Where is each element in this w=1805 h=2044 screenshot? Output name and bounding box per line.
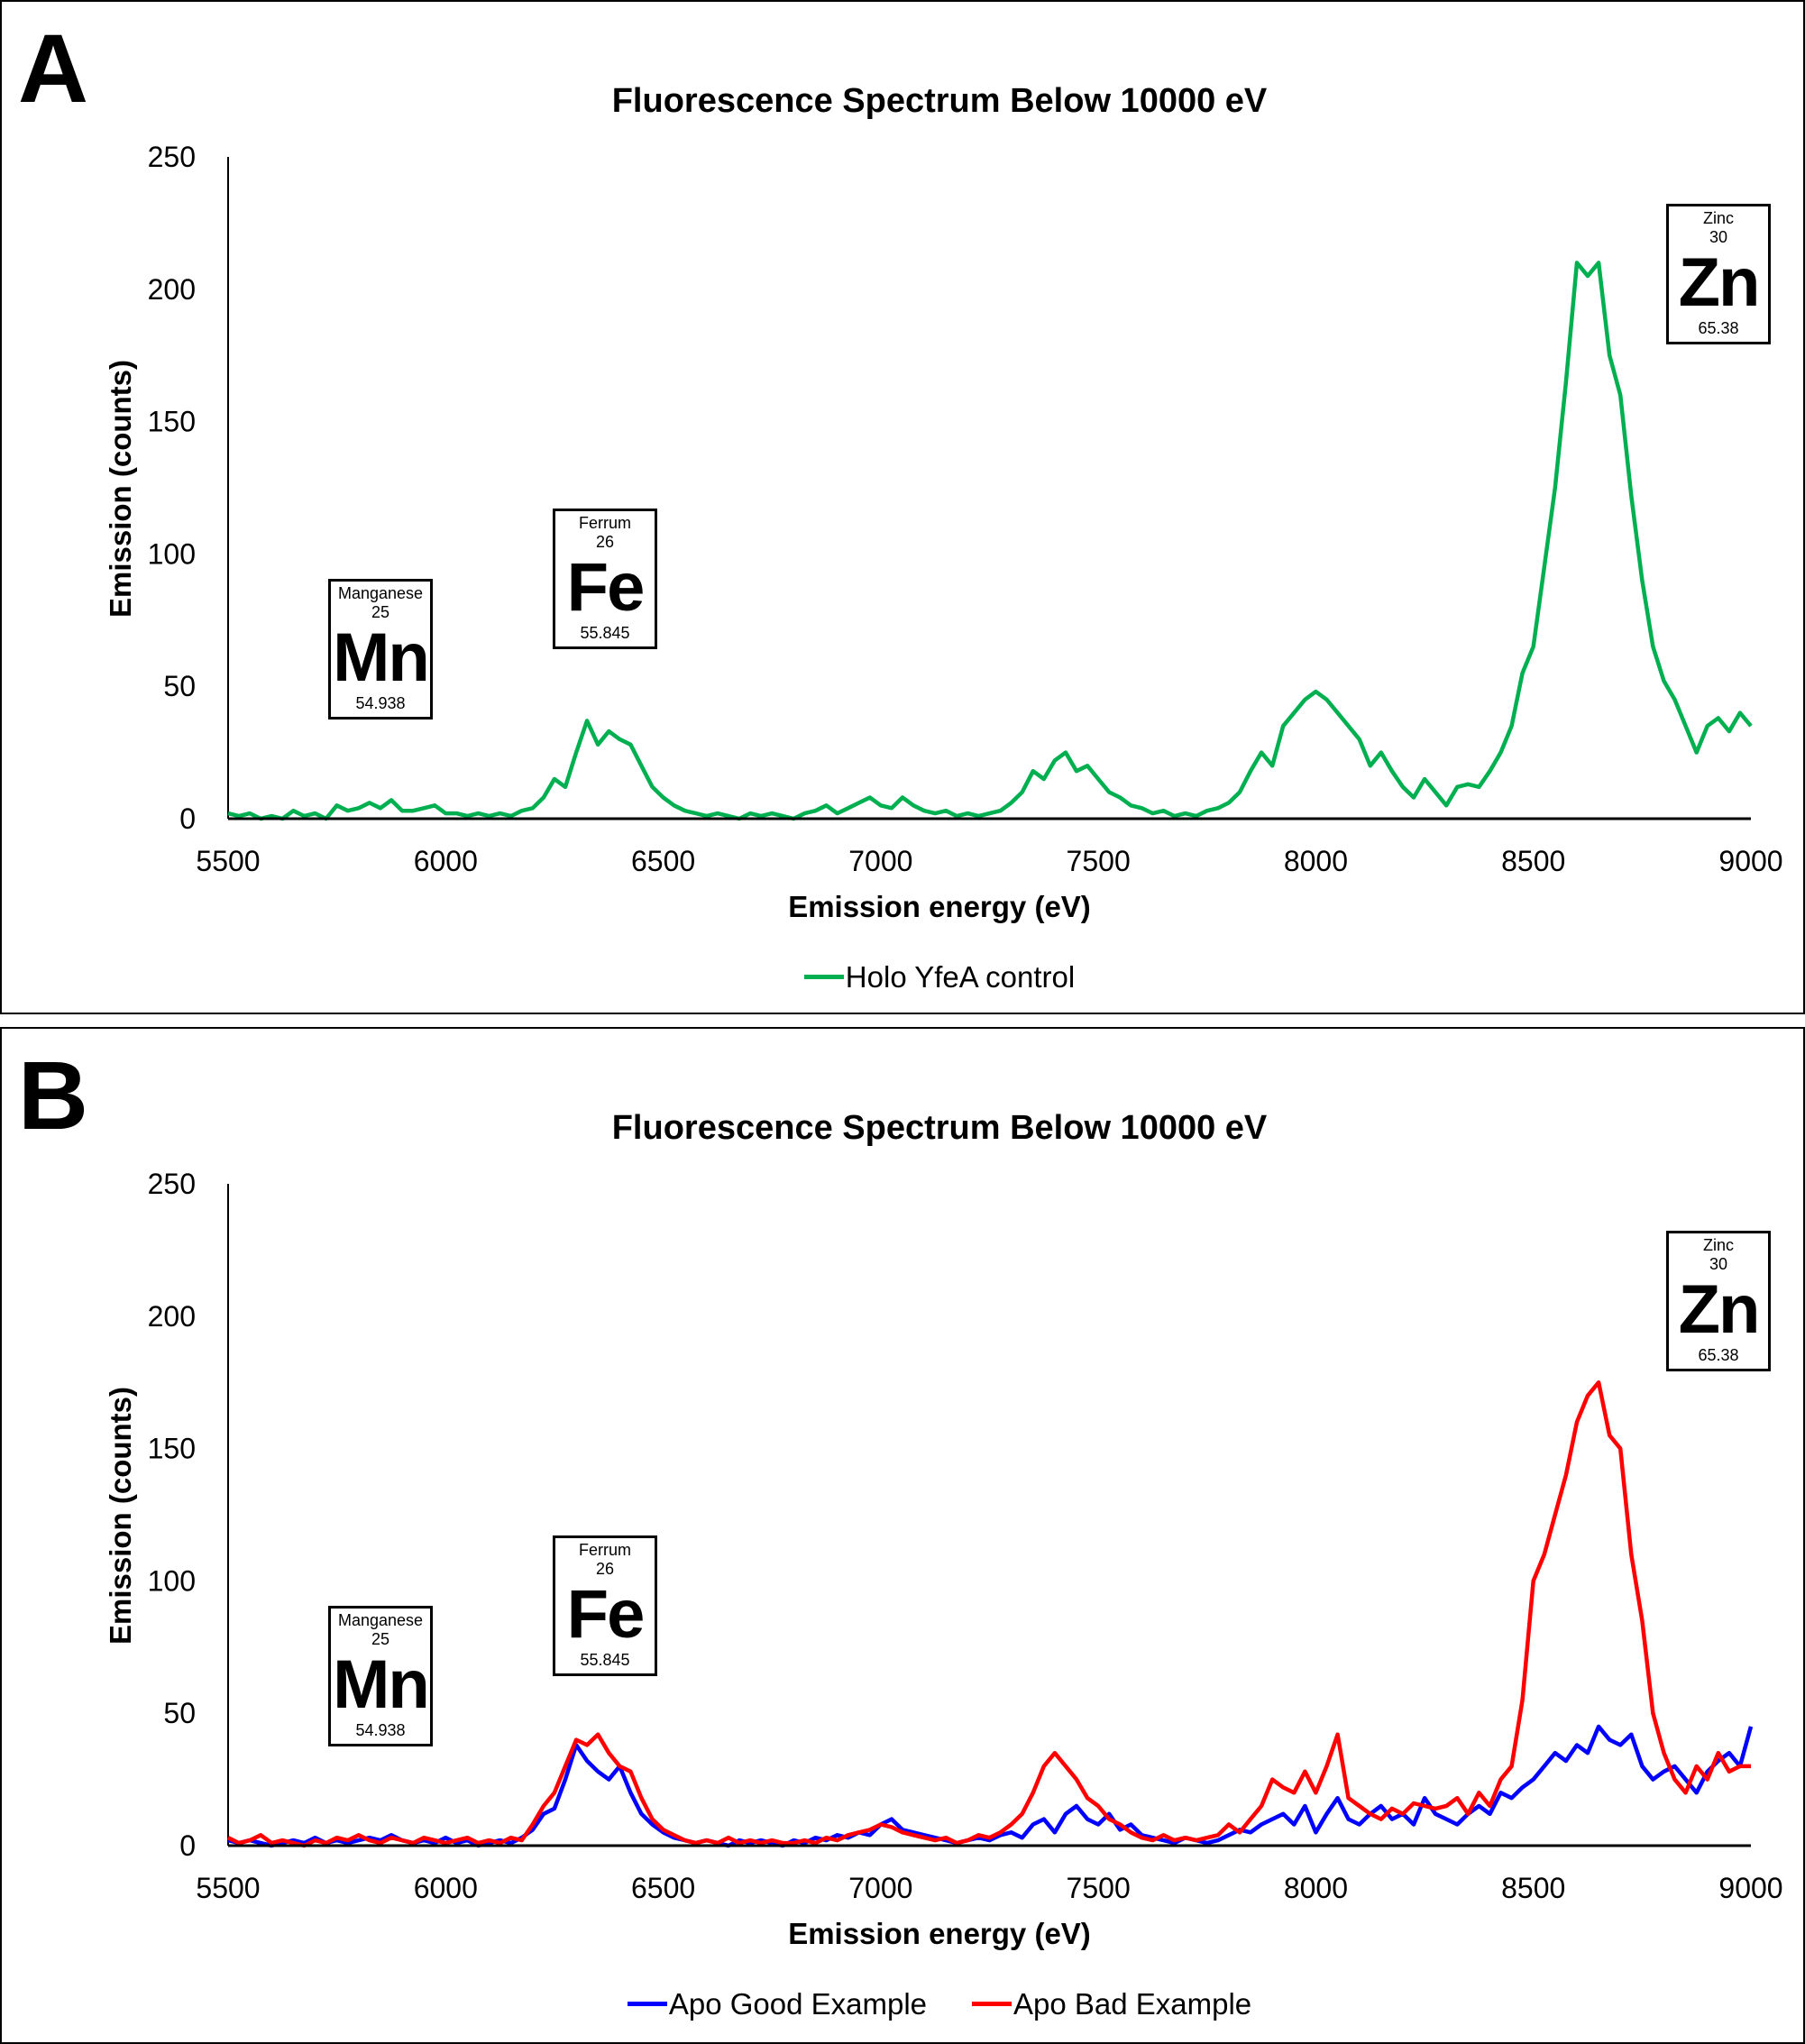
legend-swatch <box>803 975 844 980</box>
element-symbol: Mn <box>333 1646 430 1723</box>
x-tick-label: 6000 <box>414 1872 478 1904</box>
x-tick-label: 7500 <box>1067 845 1131 877</box>
x-tick-label: 6500 <box>631 1872 695 1904</box>
chart-title: Fluorescence Spectrum Below 10000 eV <box>611 1109 1268 1147</box>
x-tick-label: 5500 <box>196 845 260 877</box>
element-symbol: Fe <box>566 549 646 626</box>
y-tick-label: 150 <box>148 406 196 438</box>
y-tick-label: 250 <box>148 141 196 173</box>
element-symbol: Mn <box>333 619 430 696</box>
x-tick-label: 8500 <box>1501 1872 1565 1904</box>
y-tick-label: 50 <box>163 670 196 702</box>
y-tick-label: 150 <box>148 1433 196 1465</box>
chart-plot-area: 0 50 100 150 200 250 5500 6000 6500 7000 7500 8000 8… <box>148 141 1783 877</box>
legend: Holo YfeA control <box>272 959 1607 995</box>
element-mass: 65.38 <box>1698 1346 1739 1364</box>
y-axis-label: Emission (counts) <box>104 359 138 619</box>
x-tick-label: 7500 <box>1067 1872 1131 1904</box>
element-number: 30 <box>1709 228 1728 246</box>
series-line-apo-bad-example <box>227 1379 1751 1848</box>
panel-b: B 0 50 100 150 200 250 5500 6000 6500 7000 7500 800… <box>0 1027 1805 2044</box>
x-tick-label: 7000 <box>848 1872 912 1904</box>
y-tick-label: 100 <box>148 1564 196 1597</box>
x-tick-label: 8000 <box>1284 845 1348 877</box>
legend-swatch <box>627 2002 667 2007</box>
x-axis-label: Emission energy (eV) <box>788 1917 1091 1950</box>
element-name: Zinc <box>1702 1236 1734 1254</box>
x-tick-label: 8500 <box>1501 845 1565 877</box>
series-line-apo-good-example <box>227 1724 1754 1848</box>
element-box-zinc: Zinc 30 Zn 65.38 <box>1666 204 1771 344</box>
x-tick-label: 9000 <box>1718 1872 1782 1904</box>
x-tick-label: 9000 <box>1718 845 1782 877</box>
y-tick-label: 50 <box>163 1697 196 1729</box>
legend-label: Apo Bad Example <box>1013 1987 1252 2021</box>
element-number: 25 <box>371 603 390 621</box>
chart-plot-area: 0 50 100 150 200 250 5500 6000 6500 7000 7500 8000 8… <box>148 1168 1783 1904</box>
element-mass: 54.938 <box>355 1721 406 1739</box>
element-name: Ferrum <box>579 1541 631 1559</box>
y-axis-label: Emission (counts) <box>104 1386 138 1645</box>
legend: Apo Good Example Apo Bad Example <box>272 1986 1607 2022</box>
element-symbol: Zn <box>1678 1271 1761 1348</box>
panel-a: A 0 50 100 150 200 250 5500 6000 6500 7000 7500 800… <box>0 0 1805 1014</box>
y-tick-label: 250 <box>148 1168 196 1200</box>
legend-item: Holo YfeA control <box>803 959 1076 995</box>
element-name: Manganese <box>337 1611 424 1629</box>
x-tick-label: 7000 <box>848 845 912 877</box>
legend-label: Holo YfeA control <box>845 960 1076 994</box>
y-tick-label: 200 <box>148 273 196 306</box>
x-axis-label: Emission energy (eV) <box>788 890 1091 923</box>
y-tick-label: 100 <box>148 537 196 570</box>
x-tick-label: 6500 <box>631 845 695 877</box>
chart-title: Fluorescence Spectrum Below 10000 eV <box>611 82 1268 120</box>
element-box-ferrum: Ferrum 26 Fe 55.845 <box>553 509 657 649</box>
element-symbol: Fe <box>566 1576 646 1653</box>
x-tick-label: 6000 <box>414 845 478 877</box>
y-tick-label: 0 <box>179 1829 196 1862</box>
legend-label: Apo Good Example <box>668 1987 927 2021</box>
element-mass: 55.845 <box>580 624 630 642</box>
y-tick-label: 0 <box>179 802 196 835</box>
element-mass: 65.38 <box>1698 319 1739 337</box>
element-number: 26 <box>595 533 615 551</box>
panel-label: A <box>18 14 88 123</box>
panel-label: B <box>18 1040 88 1150</box>
element-number: 26 <box>595 1560 615 1578</box>
x-tick-label: 8000 <box>1284 1872 1348 1904</box>
element-mass: 55.845 <box>580 1651 630 1669</box>
legend-item: Apo Bad Example <box>972 1986 1251 2022</box>
series-line-holo-yfea-control <box>227 261 1753 821</box>
element-box-manganese: Manganese 25 Mn 54.938 <box>328 579 433 720</box>
x-tick-label: 5500 <box>196 1872 260 1904</box>
element-box-manganese: Manganese 25 Mn 54.938 <box>328 1606 433 1746</box>
legend-item: Apo Good Example <box>627 1986 927 2022</box>
element-symbol: Zn <box>1678 244 1761 321</box>
element-mass: 54.938 <box>355 694 406 712</box>
element-name: Ferrum <box>579 514 631 532</box>
element-number: 30 <box>1709 1255 1728 1273</box>
element-box-zinc: Zinc 30 Zn 65.38 <box>1666 1231 1771 1371</box>
element-name: Manganese <box>337 584 424 602</box>
element-name: Zinc <box>1702 209 1734 227</box>
y-tick-label: 200 <box>148 1300 196 1333</box>
legend-swatch <box>972 2002 1012 2007</box>
element-number: 25 <box>371 1630 390 1648</box>
element-box-ferrum: Ferrum 26 Fe 55.845 <box>553 1535 657 1676</box>
